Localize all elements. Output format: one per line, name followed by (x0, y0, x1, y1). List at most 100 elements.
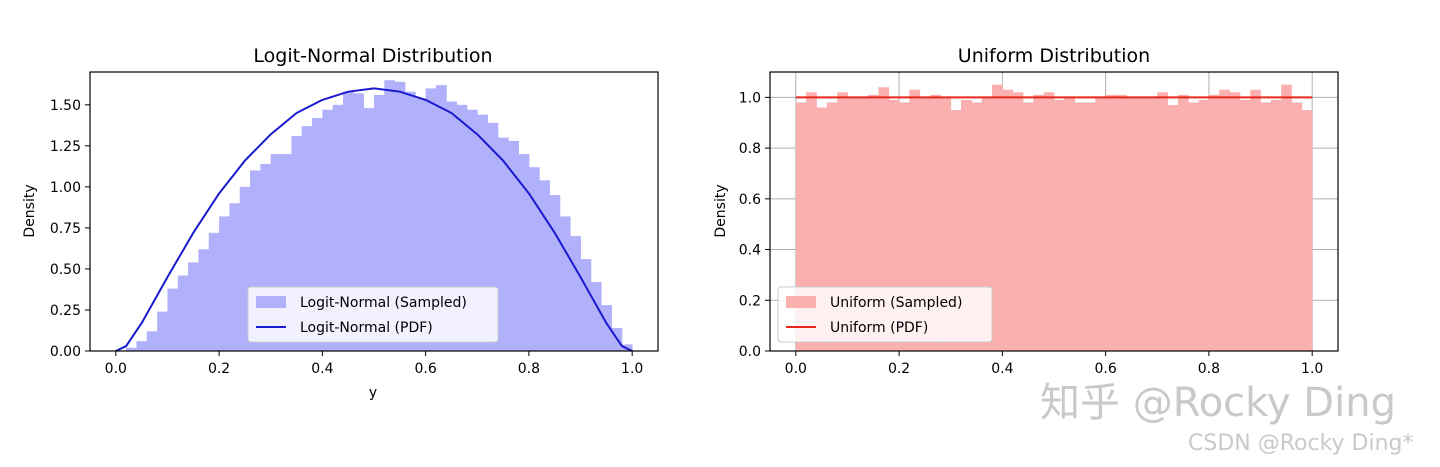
histogram-bar (559, 216, 571, 351)
x-tick-label: 0.0 (105, 361, 127, 377)
histogram-bar (1260, 102, 1272, 351)
histogram-bar (291, 136, 303, 351)
legend: Logit-Normal (Sampled) Logit-Normal (PDF… (247, 286, 499, 343)
histogram-bar (343, 91, 354, 351)
histogram-bar (919, 97, 931, 351)
logit-normal-chart: Logit-Normal Distribution 0.0 0.2 0.4 0.6 0.… (22, 45, 659, 401)
watermark-zhihu: 知乎 @Rocky Ding (1040, 380, 1396, 426)
y-tick-label: 0.8 (739, 141, 761, 157)
histogram-bar (1136, 97, 1148, 351)
y-tick-label: 0.75 (50, 221, 81, 237)
histogram-bar (1012, 92, 1024, 352)
histogram-bar (580, 259, 592, 351)
histogram-bar (1033, 94, 1045, 351)
histogram-bar (374, 94, 385, 351)
chart-title: Uniform Distribution (958, 45, 1150, 67)
histogram-bar (229, 203, 241, 351)
histogram-bar (157, 311, 168, 351)
histogram-bar (384, 80, 396, 352)
watermark-csdn: CSDN @Rocky Ding* (1188, 431, 1414, 456)
histogram-bar (857, 97, 869, 351)
histogram-bar (518, 154, 530, 351)
histogram-bar (816, 107, 828, 351)
y-tick-label: 0.4 (739, 243, 761, 259)
chart-title: Logit-Normal Distribution (253, 45, 492, 67)
legend-label-pdf: Logit-Normal (PDF) (300, 320, 433, 336)
histogram-bar (878, 87, 890, 351)
histogram-bar (1105, 94, 1117, 351)
histogram-bar (415, 98, 427, 352)
y-tick-label: 0.6 (739, 192, 761, 208)
histogram-bar (466, 109, 478, 351)
histogram-bar (477, 114, 488, 351)
histogram-bar (539, 180, 550, 351)
histogram-bar (353, 93, 365, 351)
histogram-bar (487, 122, 499, 352)
y-axis-label: Density (713, 184, 729, 237)
histogram-bar (1126, 97, 1138, 351)
histogram-bar (177, 275, 189, 351)
histogram-bar (981, 97, 993, 351)
y-tick-label: 1.00 (50, 180, 81, 196)
histogram-bar (868, 94, 879, 351)
histogram-bar (497, 137, 509, 351)
histogram-bar (847, 97, 859, 351)
histogram-bar (136, 341, 148, 351)
histogram-bar (1064, 97, 1076, 351)
histogram-bar (1301, 110, 1313, 351)
x-tick-label: 0.2 (888, 361, 910, 377)
histogram-bar (1281, 84, 1292, 351)
y-tick-label: 1.50 (50, 98, 81, 114)
x-tick-label: 0.8 (518, 361, 540, 377)
legend-frame (247, 286, 499, 343)
histogram-bar (188, 262, 199, 351)
legend-label-sampled: Logit-Normal (Sampled) (300, 295, 467, 311)
histogram-bar (899, 102, 910, 351)
histogram-bar (1157, 92, 1168, 352)
histogram-bar (826, 102, 838, 351)
x-tick-label: 0.8 (1198, 361, 1220, 377)
pdf-line (115, 87, 633, 352)
histogram-bar (888, 99, 900, 352)
legend: Uniform (Sampled) Uniform (PDF) (777, 286, 993, 343)
histogram-bar (208, 232, 220, 351)
histogram-bar (806, 92, 817, 352)
histogram-bar (549, 195, 561, 351)
histogram-bar (528, 167, 540, 351)
histogram-bar (930, 94, 941, 351)
y-tick-label: 0.00 (50, 344, 81, 360)
histogram-bar (1239, 99, 1251, 352)
histogram-bar (146, 331, 158, 351)
y-tick-label: 0.2 (739, 293, 761, 309)
histogram-bar (601, 305, 612, 351)
y-tick-label: 0.0 (739, 344, 761, 360)
histogram-bar (1023, 102, 1034, 351)
histogram-bar (1219, 89, 1230, 351)
histogram-bar (1291, 102, 1303, 351)
legend-label-sampled: Uniform (Sampled) (830, 295, 962, 311)
histogram-bar (239, 186, 251, 351)
x-tick-label: 1.0 (1301, 361, 1323, 377)
histogram-bar (1043, 92, 1055, 352)
y-axis-label: Density (22, 184, 38, 237)
axes-frame (769, 71, 1339, 352)
uniform-chart: Uniform Distribution 0.0 0.2 0.4 0.6 0.8 1.0 … (713, 45, 1339, 377)
histogram-bar (301, 126, 313, 352)
histogram-bar (1095, 97, 1107, 351)
histogram-bar (270, 154, 282, 351)
histogram-bar (126, 347, 137, 351)
histogram-bar (1270, 99, 1282, 352)
legend-swatch-histogram (786, 296, 816, 308)
histogram-bar (394, 81, 406, 352)
histogram-bar (167, 288, 179, 351)
histogram-bar (332, 104, 344, 351)
axes-frame (89, 71, 659, 352)
histogram-bar (1177, 94, 1189, 351)
legend-swatch-histogram (256, 296, 286, 308)
histogram-bar (198, 249, 210, 351)
histogram-bar (312, 117, 323, 351)
x-tick-label: 0.0 (785, 361, 807, 377)
histogram-bar (425, 88, 437, 351)
x-tick-label: 0.4 (991, 361, 1013, 377)
